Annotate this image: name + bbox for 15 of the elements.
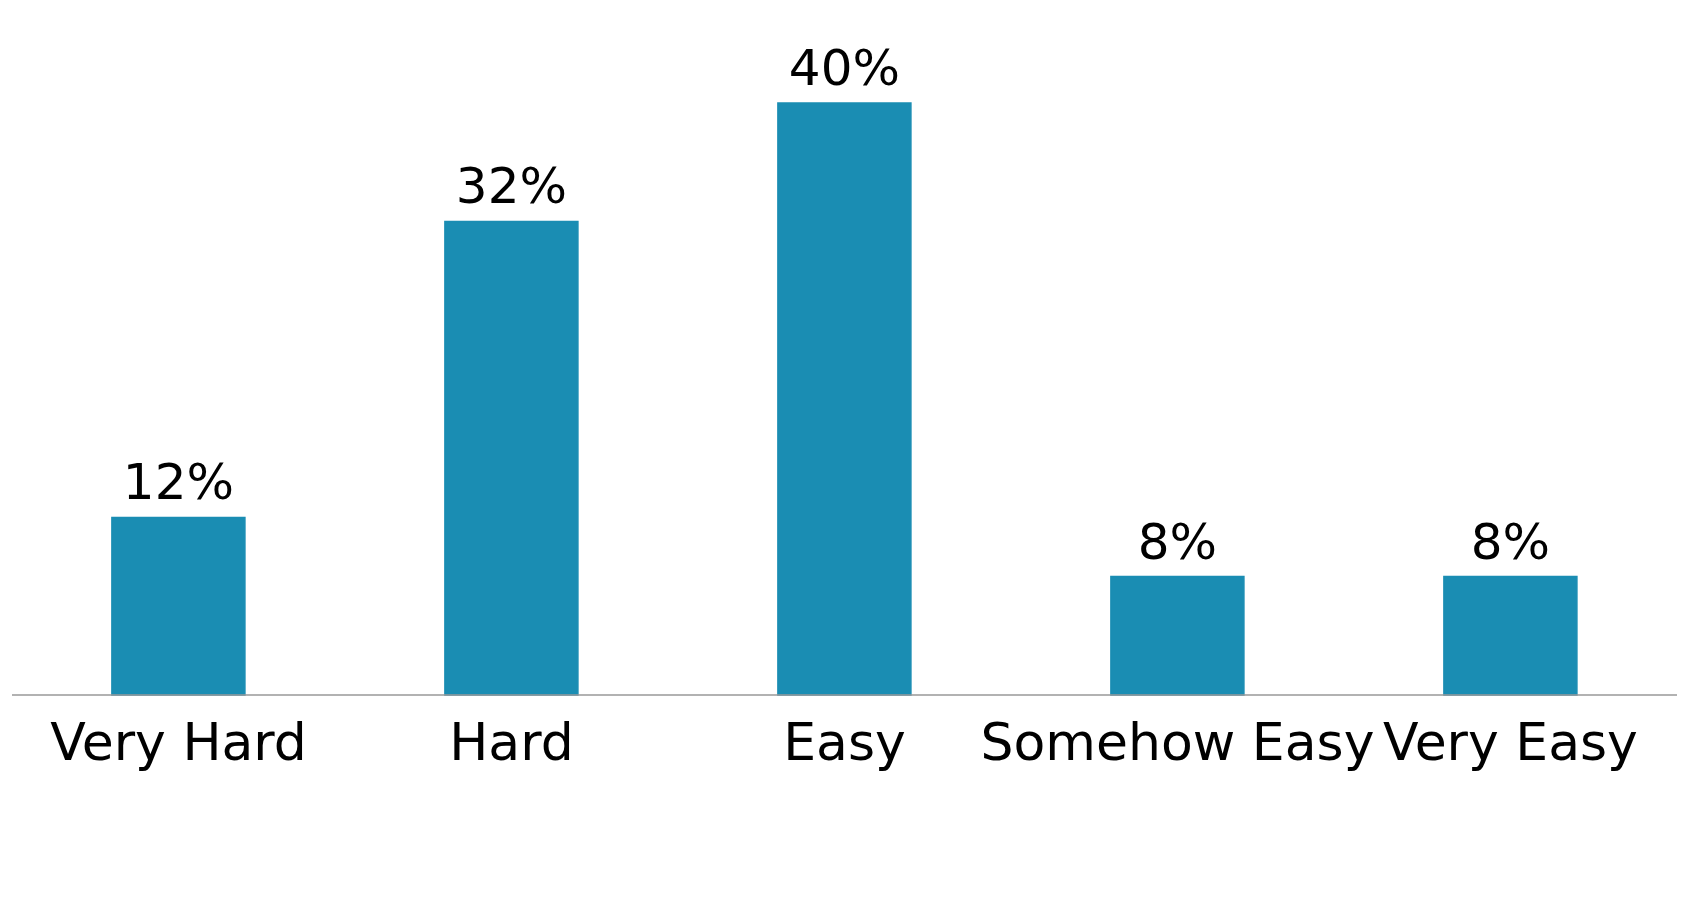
- x-tick-label: Easy: [783, 711, 906, 772]
- x-tick-label: Somehow Easy: [980, 711, 1375, 772]
- x-tick-label: Very Hard: [50, 711, 307, 772]
- data-label: 8%: [1470, 512, 1551, 571]
- x-tick-label: Very Easy: [1383, 711, 1638, 772]
- bar: [444, 220, 579, 696]
- bar: [111, 516, 246, 696]
- data-label: 8%: [1137, 512, 1218, 571]
- data-label: 32%: [455, 157, 567, 216]
- bar: [1110, 575, 1245, 696]
- data-label: 40%: [788, 39, 900, 97]
- bar: [777, 102, 912, 696]
- data-label: 12%: [122, 453, 234, 512]
- x-tick-label: Hard: [449, 711, 574, 772]
- bar: [1443, 575, 1578, 696]
